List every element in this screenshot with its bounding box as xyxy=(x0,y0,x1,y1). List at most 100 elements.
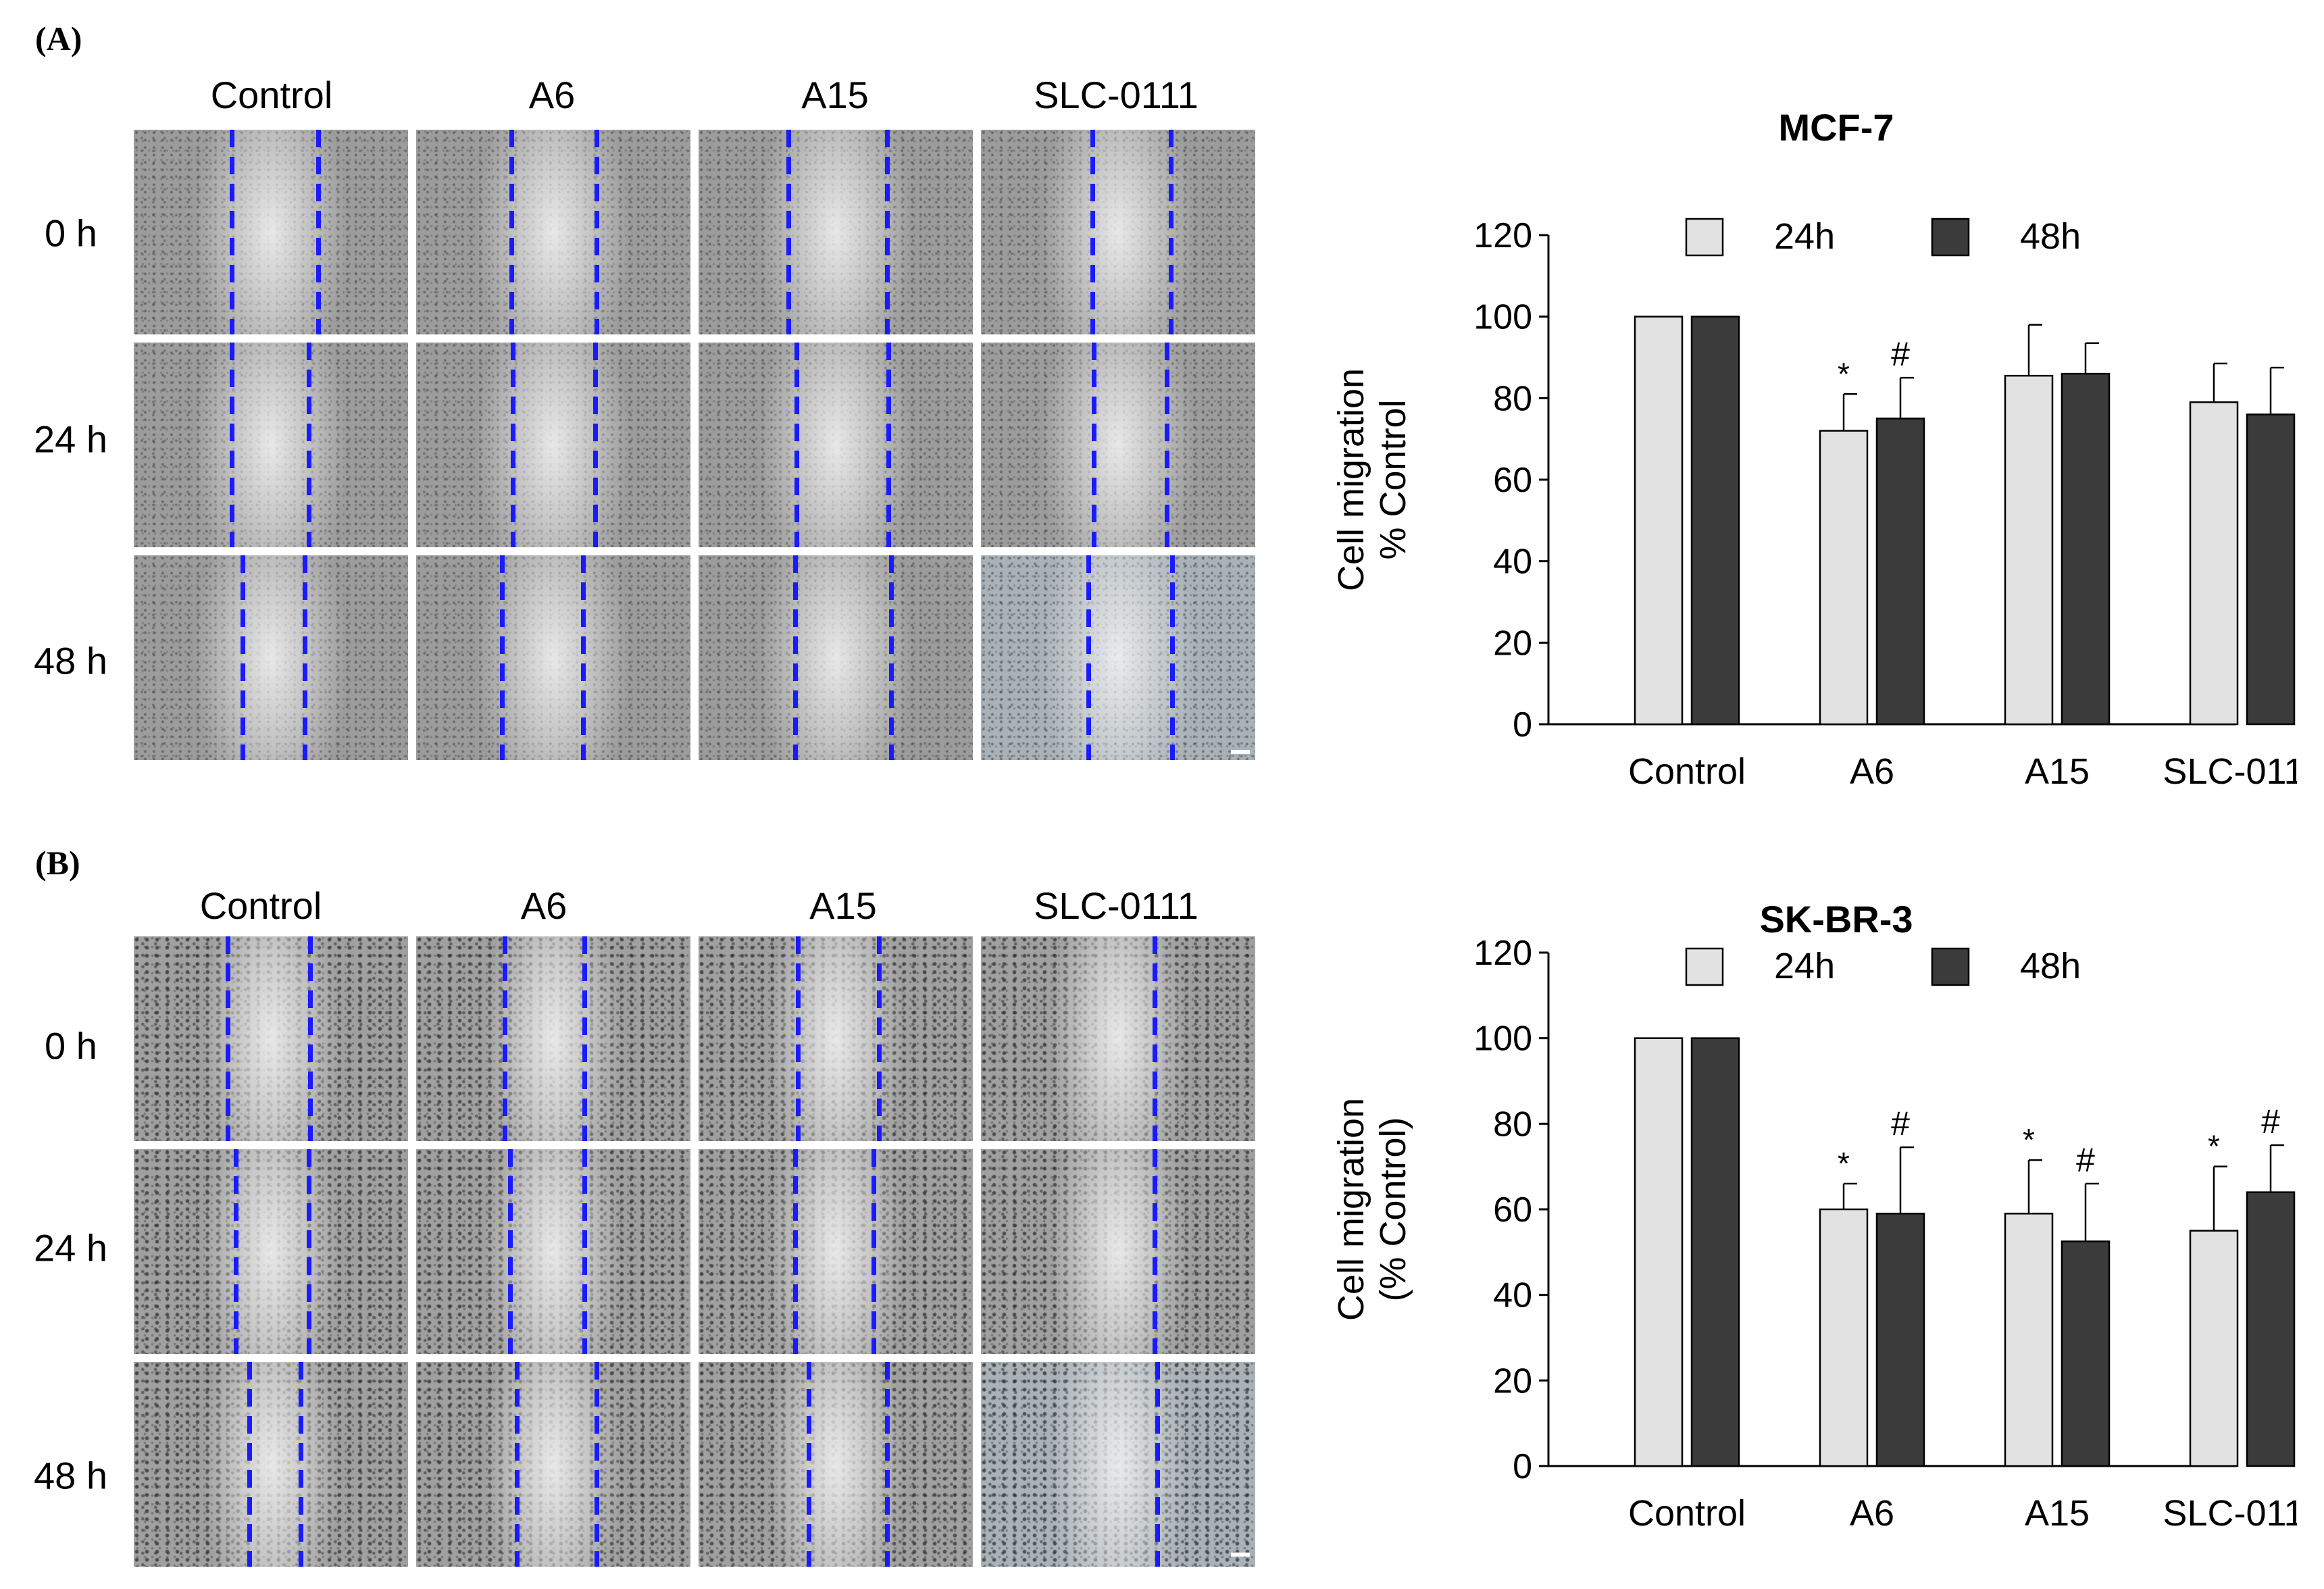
legend-swatch-48h xyxy=(1931,947,1970,986)
chart-title: SK-BR-3 xyxy=(1759,898,1913,940)
significance-mark: * xyxy=(1838,356,1850,391)
micrograph-a-control-0h xyxy=(134,130,408,334)
panel-b-column-label: A15 xyxy=(809,884,877,927)
micrograph-b-a15-0h xyxy=(699,936,973,1141)
micrograph-b-control-48h xyxy=(134,1362,408,1567)
bar-48h-A15 xyxy=(2061,1240,2111,1467)
micrograph-a-slc0111-48h xyxy=(981,555,1255,760)
y-axis-label: Cell migration(% Control) xyxy=(1331,1098,1413,1321)
legend-label: 24h xyxy=(1774,946,1835,986)
micrograph-a-a15-0h xyxy=(699,130,973,334)
y-tick-label: 120 xyxy=(1473,934,1532,973)
micrograph-a-slc0111-0h xyxy=(981,130,1255,334)
legend-swatch-24h xyxy=(1685,218,1724,257)
panel-a-column-label: A15 xyxy=(801,74,869,116)
bar-24h-A6 xyxy=(1819,430,1869,726)
bar-48h-Control xyxy=(1690,1037,1740,1467)
micrograph-a-a6-24h xyxy=(416,343,690,547)
panel-b-column-label: A6 xyxy=(520,884,567,927)
micrograph-b-a6-24h xyxy=(416,1149,690,1354)
y-tick-label: 60 xyxy=(1493,461,1532,500)
panel-label-b: (B) xyxy=(35,844,80,882)
bar-48h-SLC-0111 xyxy=(2246,1191,2296,1467)
legend-label: 48h xyxy=(2020,216,2081,257)
x-tick-label: SLC-0111 xyxy=(2163,751,2297,792)
bar-48h-SLC-0111 xyxy=(2246,413,2296,726)
y-axis-label-line: % Control xyxy=(1373,399,1413,559)
bar-24h-SLC-0111 xyxy=(2189,401,2239,726)
micrograph-a-a6-48h xyxy=(416,555,690,760)
x-tick-label: A15 xyxy=(2025,751,2090,792)
y-tick-label: 80 xyxy=(1493,379,1532,418)
bar-24h-A15 xyxy=(2004,1213,2054,1467)
legend-swatch-24h xyxy=(1685,947,1724,986)
bar-24h-Control xyxy=(1634,1037,1684,1467)
y-axis-label: Cell migration% Control xyxy=(1331,368,1413,591)
bar-48h-A15 xyxy=(2061,372,2111,726)
panel-b-row-label: 24 h xyxy=(34,1226,107,1269)
legend-label: 24h xyxy=(1774,216,1835,257)
y-tick-label: 120 xyxy=(1473,216,1532,255)
panel-a-column-label: Control xyxy=(210,74,333,116)
significance-mark: * xyxy=(2208,1129,2220,1164)
legend-swatch-48h xyxy=(1931,218,1970,257)
panel-a-column-label: SLC-0111 xyxy=(1034,74,1198,116)
y-axis-label-line: Cell migration xyxy=(1331,1098,1371,1321)
y-tick-label: 80 xyxy=(1493,1105,1532,1144)
micrograph-a-a15-48h xyxy=(699,555,973,760)
y-tick-label: 100 xyxy=(1473,298,1532,337)
x-tick-label: Control xyxy=(1628,1493,1746,1534)
chart-title: MCF-7 xyxy=(1778,106,1894,149)
micrograph-a-control-48h xyxy=(134,555,408,760)
micrograph-b-a15-48h xyxy=(699,1362,973,1567)
panel-label-a: (A) xyxy=(35,20,82,57)
micrograph-b-control-0h xyxy=(134,936,408,1141)
scale-bar xyxy=(1231,1553,1250,1557)
chart-mcf7: MCF-7 Cell migration% Control 0 20 40 60 80 100… xyxy=(1331,106,2297,792)
micrograph-a-a6-0h xyxy=(416,130,690,334)
micrograph-b-a6-0h xyxy=(416,936,690,1141)
legend-label: 48h xyxy=(2020,946,2081,986)
bar-24h-Control xyxy=(1634,316,1684,726)
panel-a-column-label: A6 xyxy=(528,74,576,116)
significance-mark: * xyxy=(2023,1122,2035,1157)
x-tick-label: SLC-0111 xyxy=(2163,1493,2297,1534)
panel-a-row-label: 0 h xyxy=(45,211,97,255)
chart-skbr3: SK-BR-3 Cell migration(% Control) 0 20 40 60 8… xyxy=(1331,898,2297,1534)
micrograph-a-slc0111-24h xyxy=(981,343,1255,547)
panel-b-column-label: SLC-0111 xyxy=(1034,884,1198,927)
y-tick-label: 20 xyxy=(1493,624,1532,663)
y-axis-label-line: Cell migration xyxy=(1331,368,1371,591)
micrograph-b-slc0111-48h xyxy=(981,1362,1255,1567)
micrograph-b-a6-48h xyxy=(416,1362,690,1567)
y-tick-label: 40 xyxy=(1493,1276,1532,1315)
y-tick-label: 40 xyxy=(1493,543,1532,582)
bar-24h-A6 xyxy=(1819,1208,1869,1467)
y-tick-label: 0 xyxy=(1513,705,1532,745)
x-tick-label: A6 xyxy=(1850,751,1894,792)
significance-mark: # xyxy=(2076,1141,2095,1179)
micrograph-b-slc0111-0h xyxy=(981,936,1255,1141)
y-tick-label: 100 xyxy=(1473,1019,1532,1059)
bar-48h-Control xyxy=(1690,316,1740,726)
bar-24h-A15 xyxy=(2004,374,2054,726)
micrograph-a-a15-24h xyxy=(699,343,973,547)
panel-b-row-label: 0 h xyxy=(45,1024,97,1067)
y-tick-label: 20 xyxy=(1493,1361,1532,1401)
panel-b-row-label: 48 h xyxy=(34,1454,107,1497)
significance-mark: # xyxy=(2261,1103,2280,1140)
significance-mark: * xyxy=(1838,1146,1850,1181)
bar-48h-A6 xyxy=(1875,418,1925,726)
bar-48h-A6 xyxy=(1875,1213,1925,1467)
significance-mark: # xyxy=(1891,1105,1910,1142)
micrograph-a-control-24h xyxy=(134,343,408,547)
y-tick-label: 60 xyxy=(1493,1190,1532,1230)
x-tick-label: A15 xyxy=(2025,1493,2090,1534)
y-tick-label: 0 xyxy=(1513,1447,1532,1486)
panel-a-row-label: 24 h xyxy=(34,418,107,461)
x-tick-label: Control xyxy=(1628,751,1746,792)
panel-b-column-label: Control xyxy=(199,884,322,927)
micrograph-b-control-24h xyxy=(134,1149,408,1354)
bar-24h-SLC-0111 xyxy=(2189,1230,2239,1467)
micrograph-b-slc0111-24h xyxy=(981,1149,1255,1354)
